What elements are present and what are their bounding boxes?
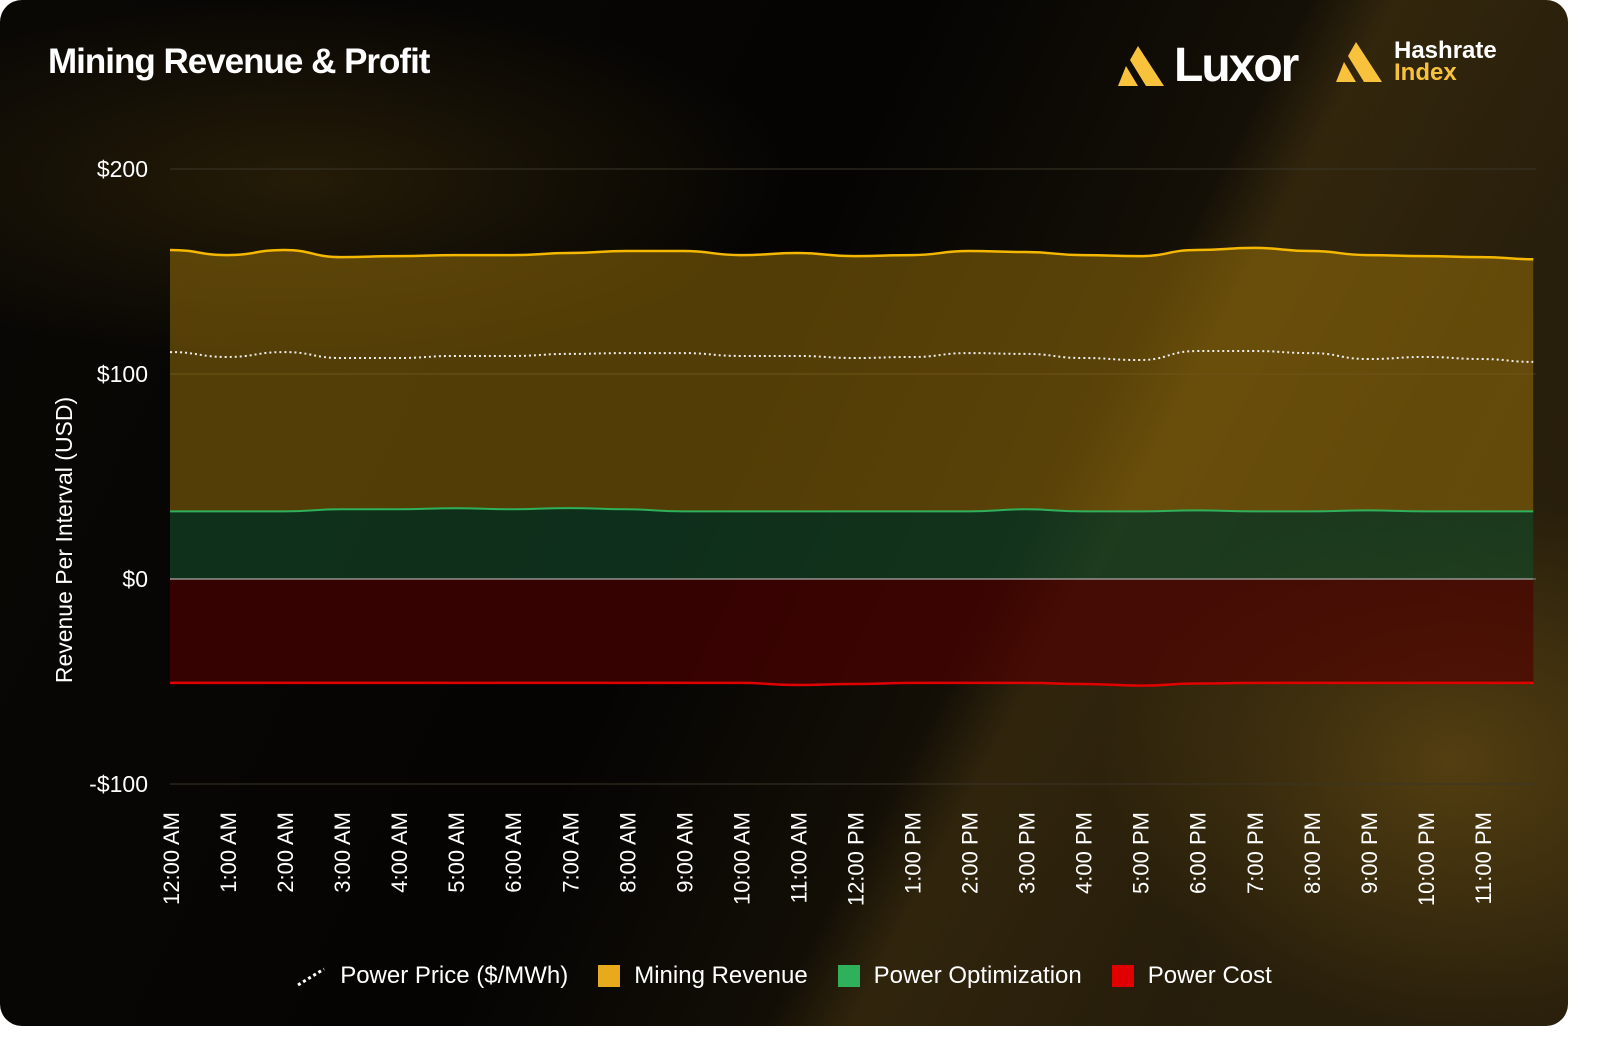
x-tick-label: 8:00 AM	[615, 812, 640, 893]
luxor-triangle-icon	[1118, 45, 1164, 86]
x-tick-label: 10:00 PM	[1414, 812, 1439, 906]
x-tick-label: 1:00 PM	[901, 812, 926, 894]
x-tick-label: 12:00 PM	[843, 812, 868, 906]
y-axis-label: Revenue Per Interval (USD)	[51, 397, 77, 683]
chart-card: Mining Revenue & Profit Luxor Hashrate In…	[0, 0, 1568, 1026]
y-tick-label: $200	[97, 156, 148, 182]
legend-item-power-cost[interactable]: Power Cost	[1111, 962, 1272, 990]
luxor-logo: Luxor	[1116, 38, 1299, 93]
x-tick-label: 8:00 PM	[1300, 812, 1325, 894]
x-tick-label: 7:00 PM	[1243, 812, 1268, 894]
x-tick-label: 11:00 PM	[1471, 812, 1496, 905]
power-optimization-line	[169, 507, 1534, 513]
chart-title: Mining Revenue & Profit	[48, 42, 430, 81]
x-tick-label: 5:00 PM	[1129, 812, 1154, 894]
revenue-swatch	[598, 965, 621, 987]
x-tick-label: 3:00 PM	[1015, 812, 1040, 894]
x-tick-label: 9:00 AM	[672, 812, 697, 893]
y-tick-label: $0	[122, 566, 148, 592]
power-price-line	[169, 350, 1534, 363]
y-tick-label: -$100	[89, 771, 148, 797]
x-tick-label: 10:00 AM	[729, 812, 754, 905]
x-tick-label: 11:00 AM	[786, 812, 811, 903]
x-tick-label: 6:00 PM	[1186, 812, 1211, 894]
x-tick-label: 3:00 AM	[330, 812, 355, 893]
legend: Power Price ($/MWh) Mining Revenue Power…	[0, 962, 1568, 990]
dotted-line-icon	[297, 967, 325, 987]
power-cost-line	[170, 681, 1534, 687]
hashrate-index-triangle-icon	[1336, 42, 1382, 82]
x-tick-label: 12:00 AM	[159, 812, 184, 905]
hashrate-index-logo: Hashrate Index	[1334, 39, 1497, 85]
mining-revenue-area	[170, 247, 1534, 512]
x-tick-label: 2:00 AM	[273, 812, 298, 893]
x-tick-label: 6:00 AM	[501, 812, 526, 893]
x-tick-label: 5:00 AM	[444, 812, 469, 893]
x-tick-label: 1:00 AM	[216, 812, 241, 893]
x-tick-label: 9:00 PM	[1357, 812, 1382, 894]
power-optimization-area	[170, 508, 1534, 579]
optimization-swatch	[837, 965, 860, 987]
x-tick-label: 4:00 PM	[1072, 812, 1097, 894]
mining-revenue-line	[169, 246, 1534, 261]
legend-item-power-optimization[interactable]: Power Optimization	[837, 962, 1082, 990]
chart-svg: $200 $100 $0 -$100 12:00 AM 1:00 AM 2:00 AM 3:…	[51, 156, 1536, 906]
x-tick-label: 7:00 AM	[558, 812, 583, 893]
x-tick-label: 2:00 PM	[958, 812, 983, 894]
legend-item-power-price[interactable]: Power Price ($/MWh)	[296, 962, 568, 990]
y-tick-label: $100	[97, 361, 148, 387]
power-cost-area	[170, 579, 1534, 686]
cost-swatch	[1111, 965, 1134, 987]
legend-item-mining-revenue[interactable]: Mining Revenue	[598, 962, 808, 990]
x-tick-label: 4:00 AM	[387, 812, 412, 893]
